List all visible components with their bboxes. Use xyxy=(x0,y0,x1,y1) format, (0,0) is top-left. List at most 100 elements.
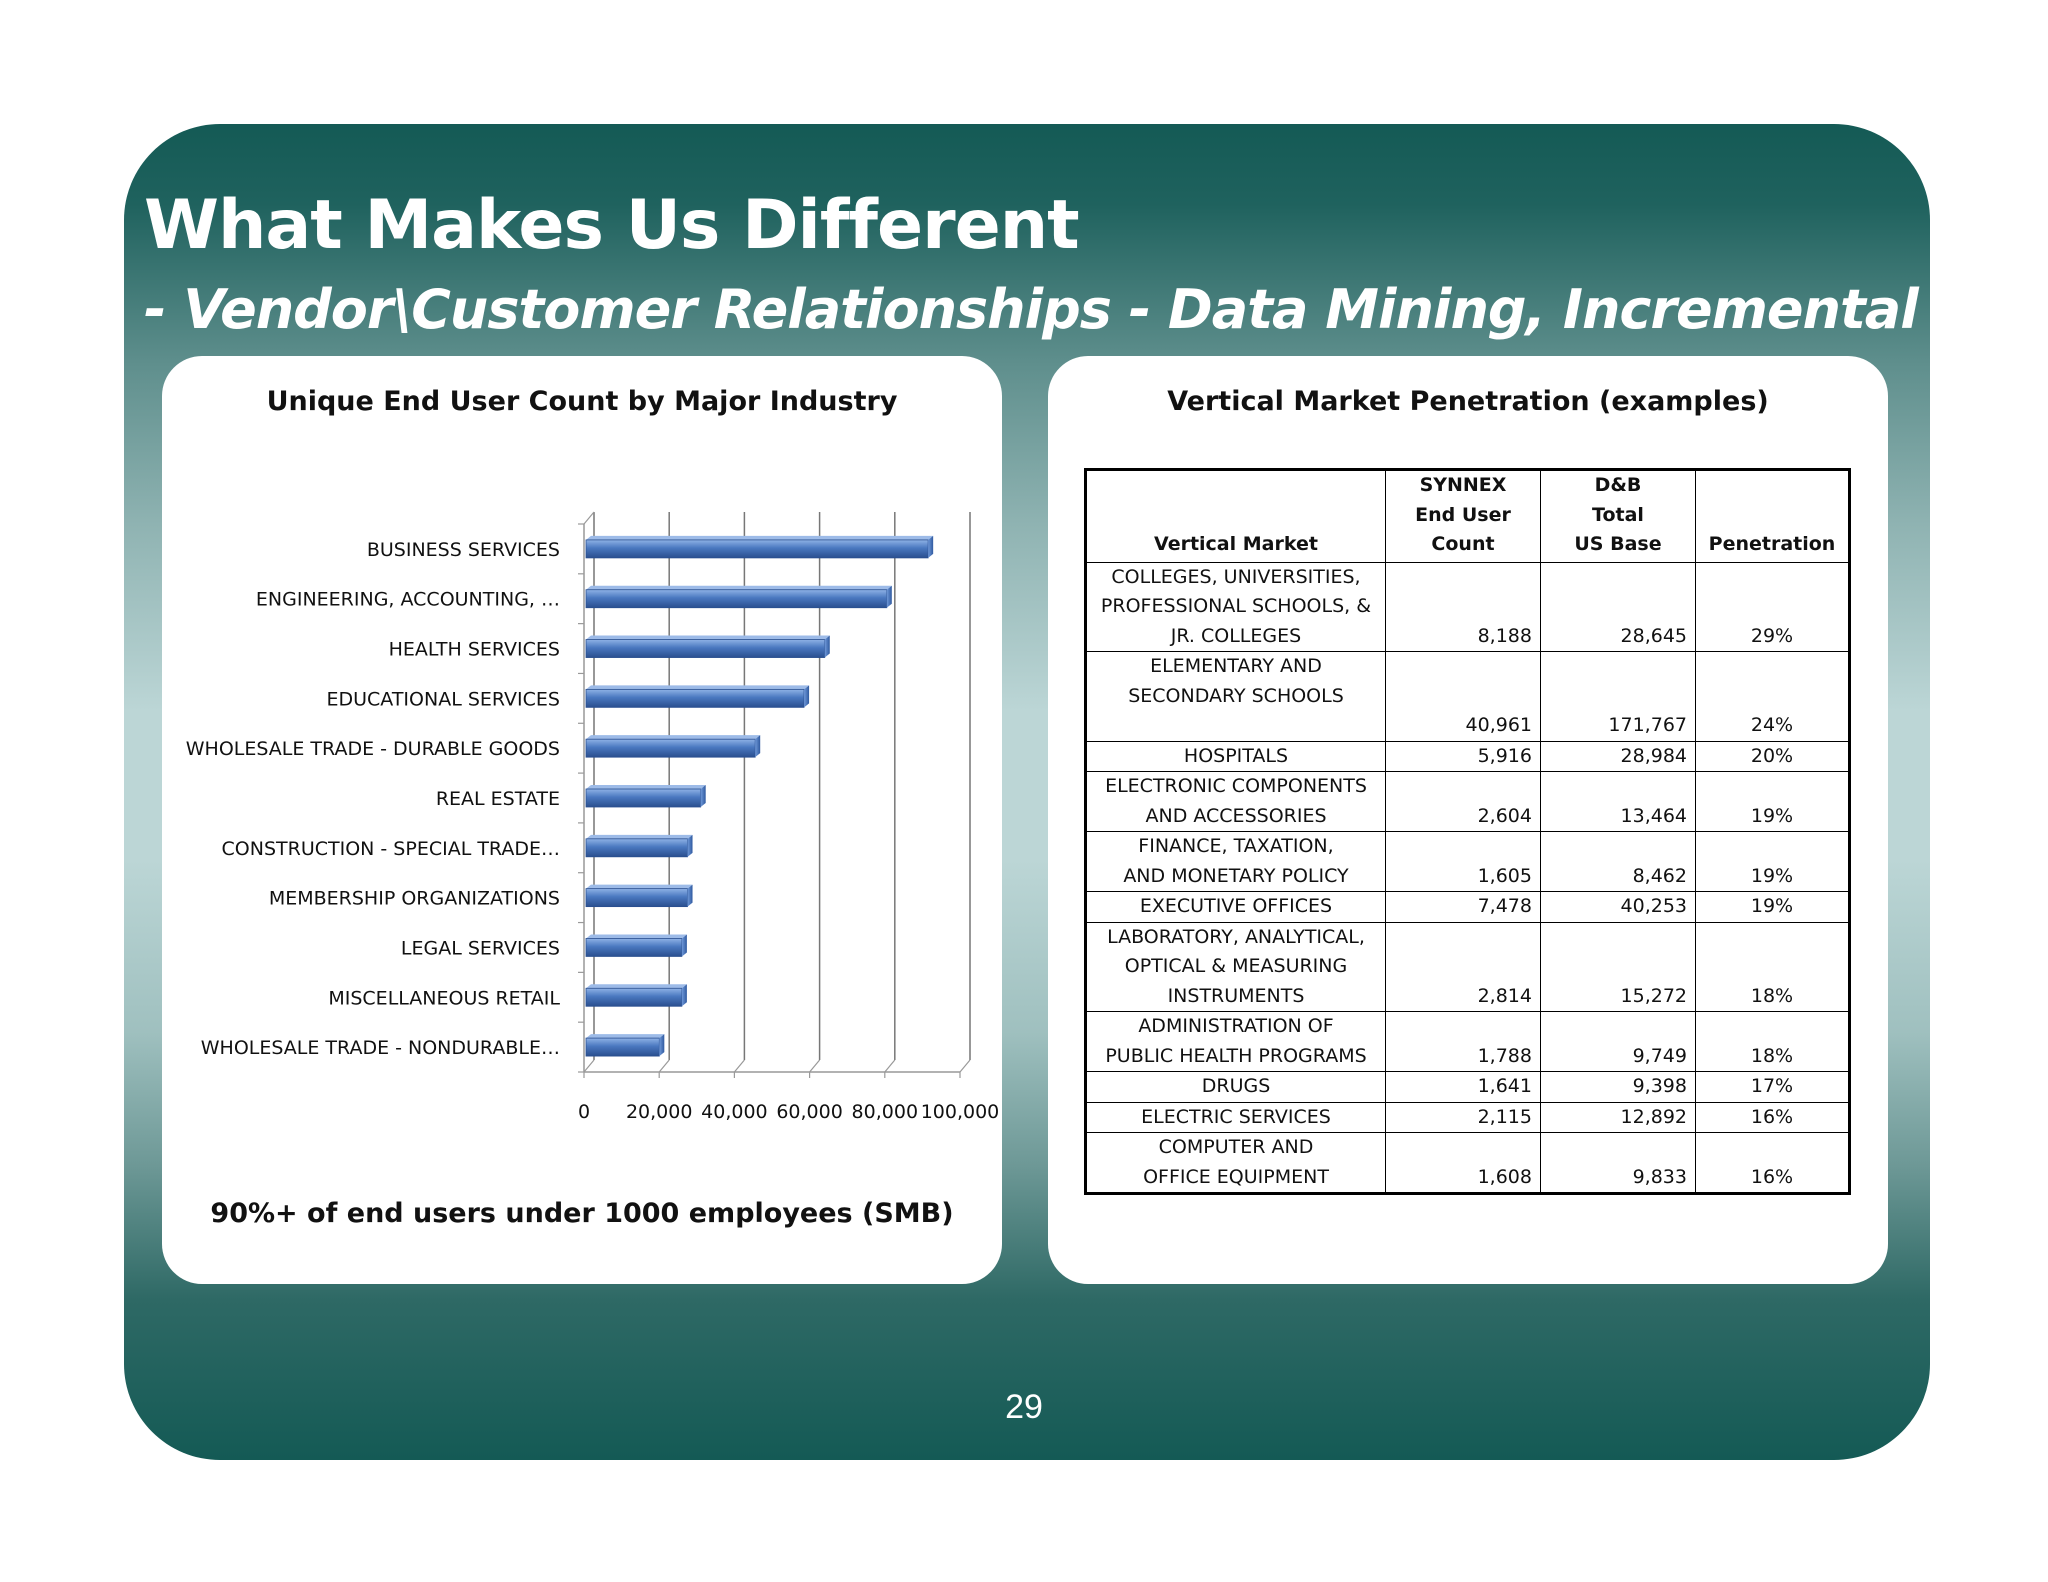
vertical-market-cell: LABORATORY, ANALYTICAL, OPTICAL & MEASURI… xyxy=(1085,921,1386,1012)
bar xyxy=(585,539,929,559)
bar-chart: 0 20,000 40,000 60,000 80,000 100,000 BUSINESS… xyxy=(186,511,1000,1123)
x-tick-label: 100,000 xyxy=(921,1101,1000,1123)
header-synnex-count: SYNNEX End User Count xyxy=(1385,469,1541,563)
vertical-market-line xyxy=(1095,711,1377,741)
penetration-cell: 20% xyxy=(1695,740,1850,772)
category-label: WHOLESALE TRADE - DURABLE GOODS xyxy=(186,738,560,760)
x-tick-label: 0 xyxy=(578,1101,590,1123)
penetration-cell: 19% xyxy=(1695,831,1850,892)
synnex-count-cell: 7,478 xyxy=(1385,891,1541,923)
table-row: ELECTRIC SERVICES 2,115 12,892 16% xyxy=(1085,1101,1850,1133)
vertical-market-cell: DRUGS xyxy=(1085,1071,1386,1103)
category-label: HEALTH SERVICES xyxy=(389,639,560,661)
bar xyxy=(585,1037,660,1057)
floor-gridline xyxy=(583,1059,595,1073)
db-base-cell: 9,398 xyxy=(1540,1071,1696,1103)
bar-top xyxy=(586,1034,665,1039)
vertical-market-line: OFFICE EQUIPMENT xyxy=(1143,1165,1329,1188)
db-base-cell: 9,833 xyxy=(1540,1132,1696,1194)
bar-top xyxy=(586,535,934,540)
bar-top xyxy=(586,585,892,590)
vertical-market-cell: FINANCE, TAXATION, AND MONETARY POLICY xyxy=(1085,831,1386,892)
table-row: FINANCE, TAXATION, AND MONETARY POLICY 1,6… xyxy=(1085,831,1850,892)
synnex-count-cell: 5,916 xyxy=(1385,740,1541,772)
header-vertical-market-label: Vertical Market xyxy=(1154,533,1318,555)
table-row: ELECTRONIC COMPONENTS AND ACCESSORIES 2,60… xyxy=(1085,771,1850,832)
vertical-market-line: PROFESSIONAL SCHOOLS, & xyxy=(1100,595,1372,617)
db-base-cell: 13,464 xyxy=(1540,771,1696,832)
vertical-market-line: ELECTRIC SERVICES xyxy=(1141,1105,1331,1128)
table-row: ELEMENTARY AND SECONDARY SCHOOLS 40,961 17… xyxy=(1085,651,1850,742)
floor-gridline xyxy=(884,1059,896,1073)
synnex-count-cell: 2,604 xyxy=(1385,771,1541,832)
vertical-market-line: COMPUTER AND xyxy=(1158,1136,1314,1158)
vertical-market-line: COLLEGES, UNIVERSITIES, xyxy=(1111,565,1361,588)
penetration-table: Vertical Market SYNNEX End User Count D&… xyxy=(1084,468,1851,1195)
synnex-count-cell: 40,961 xyxy=(1385,651,1541,742)
synnex-count-cell: 8,188 xyxy=(1385,561,1541,652)
bar-cap xyxy=(700,785,706,807)
vertical-market-line: FINANCE, TAXATION, xyxy=(1138,835,1334,857)
penetration-cell: 24% xyxy=(1695,651,1850,742)
vertical-market-cell: ELECTRONIC COMPONENTS AND ACCESSORIES xyxy=(1085,771,1386,832)
category-label: CONSTRUCTION - SPECIAL TRADE… xyxy=(222,838,560,860)
vertical-market-line: DRUGS xyxy=(1201,1075,1271,1097)
synnex-count-cell: 1,641 xyxy=(1385,1071,1541,1103)
penetration-cell: 19% xyxy=(1695,771,1850,832)
header-vertical-market: Vertical Market xyxy=(1085,469,1386,563)
table-row: HOSPITALS 5,916 28,984 20% xyxy=(1085,740,1850,772)
synnex-count-cell: 2,115 xyxy=(1385,1101,1541,1133)
bar-cap xyxy=(687,884,693,907)
bar-top xyxy=(586,735,761,740)
category-label: MISCELLANEOUS RETAIL xyxy=(328,987,560,1009)
penetration-cell: 17% xyxy=(1695,1071,1850,1103)
x-tick-label: 60,000 xyxy=(776,1101,842,1123)
chart-title: Unique End User Count by Major Industry xyxy=(266,386,898,417)
penetration-cell: 16% xyxy=(1695,1132,1850,1194)
db-base-cell: 28,645 xyxy=(1540,561,1696,652)
synnex-count-cell: 1,608 xyxy=(1385,1132,1541,1194)
db-base-cell: 15,272 xyxy=(1540,921,1696,1012)
header-synnex-line3: Count xyxy=(1431,533,1495,555)
bar-cap xyxy=(886,585,892,608)
table-row: ADMINISTRATION OF PUBLIC HEALTH PROGRAMS 1… xyxy=(1085,1011,1850,1072)
table-panel: Vertical Market Penetration (examples) V… xyxy=(1048,356,1888,1284)
vertical-market-cell: COMPUTER AND OFFICE EQUIPMENT xyxy=(1085,1132,1386,1194)
bar-top xyxy=(586,834,693,839)
header-db-line1: D&B xyxy=(1594,474,1642,496)
bar-cap xyxy=(681,934,687,957)
chart-panel: Unique End User Count by Major Industry … xyxy=(162,356,1002,1284)
vertical-market-line: AND ACCESSORIES xyxy=(1145,804,1327,827)
floor-gridline xyxy=(959,1059,971,1073)
category-label: MEMBERSHIP ORGANIZATIONS xyxy=(269,888,560,910)
bar-cap xyxy=(824,635,830,658)
floor-gridline xyxy=(809,1059,821,1073)
vertical-market-line: ELECTRONIC COMPONENTS xyxy=(1105,775,1367,797)
x-tick-label: 40,000 xyxy=(701,1101,767,1123)
db-base-cell: 28,984 xyxy=(1540,740,1696,772)
vertical-market-cell: ELEMENTARY AND SECONDARY SCHOOLS xyxy=(1085,651,1386,742)
bar-cap xyxy=(687,834,693,857)
table-row: EXECUTIVE OFFICES 7,478 40,253 19% xyxy=(1085,891,1850,923)
bar-cap xyxy=(804,685,810,708)
table-row: LABORATORY, ANALYTICAL, OPTICAL & MEASURI… xyxy=(1085,921,1850,1012)
vertical-market-cell: HOSPITALS xyxy=(1085,740,1386,772)
header-db-line3: US Base xyxy=(1574,533,1662,555)
category-label: EDUCATIONAL SERVICES xyxy=(327,688,561,710)
bar xyxy=(585,788,702,808)
floor-gridline xyxy=(733,1059,745,1073)
penetration-cell: 29% xyxy=(1695,561,1850,652)
slide-subtitle: - Vendor\Customer Relationships - Data M… xyxy=(144,278,1919,341)
header-db-line2: Total xyxy=(1592,503,1644,526)
table-row: COLLEGES, UNIVERSITIES, PROFESSIONAL SCHO… xyxy=(1085,561,1850,652)
page-number: 29 xyxy=(1005,1388,1043,1426)
vertical-market-line: HOSPITALS xyxy=(1183,744,1289,767)
y-axis-depth xyxy=(583,511,595,525)
vertical-market-cell: ELECTRIC SERVICES xyxy=(1085,1101,1386,1133)
vertical-market-line: INSTRUMENTS xyxy=(1167,984,1305,1007)
bar-top xyxy=(586,685,810,690)
table-row: DRUGS 1,641 9,398 17% xyxy=(1085,1071,1850,1103)
bar xyxy=(585,987,683,1007)
bar xyxy=(585,838,688,858)
slide-title: What Makes Us Different xyxy=(144,186,1080,265)
